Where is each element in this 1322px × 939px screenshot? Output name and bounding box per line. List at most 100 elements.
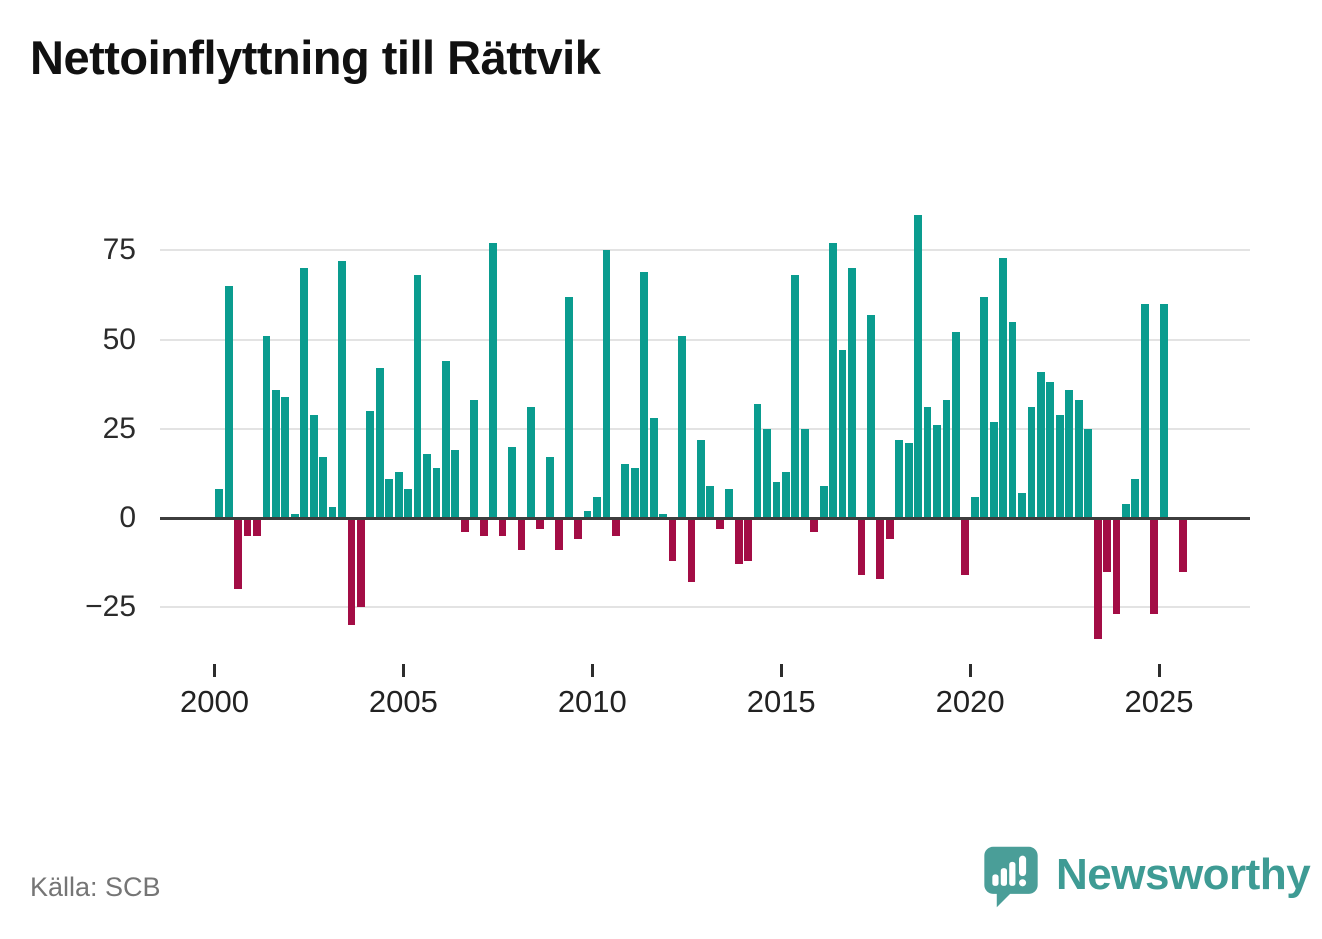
bar-2012-q2	[678, 336, 686, 518]
bar-2003-q2	[338, 261, 346, 518]
bar-2019-q4	[961, 518, 970, 576]
bar-2019-q2	[942, 400, 951, 518]
bar-2018-q3	[914, 214, 923, 518]
x-axis-tick-2005	[401, 664, 405, 677]
x-axis-tick-2010	[590, 664, 594, 677]
bar-2019-q1	[933, 425, 941, 518]
newsworthy-bubble-icon	[984, 846, 1038, 908]
bar-2021-q2	[1018, 493, 1026, 518]
bar-2009-q3	[574, 518, 583, 540]
bar-2023-q4	[1112, 518, 1121, 615]
bar-2017-q4	[885, 518, 894, 540]
bar-2024-q2	[1131, 478, 1140, 518]
bar-2012-q4	[697, 439, 705, 518]
bar-2003-q1	[328, 507, 337, 518]
bar-2005-q1	[404, 489, 413, 518]
x-axis-tick-2025	[1157, 664, 1161, 677]
gridline-75	[160, 249, 1250, 252]
bar-2018-q1	[895, 439, 904, 518]
bar-2012-q1	[668, 518, 677, 561]
bar-2013-q4	[734, 518, 743, 565]
bar-2020-q4	[999, 257, 1008, 518]
x-axis-label-2005: 2005	[368, 684, 438, 719]
y-axis-label-0: 0	[119, 501, 136, 534]
x-axis-label-2020: 2020	[935, 684, 1005, 719]
bar-2018-q2	[904, 443, 913, 518]
bar-2008-q1	[517, 518, 526, 551]
bar-2006-q1	[442, 361, 450, 518]
bar-2021-q4	[1037, 371, 1045, 518]
bar-2024-q3	[1140, 303, 1149, 518]
bar-2018-q4	[923, 407, 932, 518]
bar-2021-q1	[1008, 321, 1017, 518]
bar-2010-q1	[593, 496, 601, 518]
bar-2009-q2	[564, 296, 573, 518]
bar-2021-q3	[1027, 407, 1036, 518]
x-axis-tick-2000	[213, 664, 216, 677]
x-axis-label-2000: 2000	[180, 684, 249, 719]
bar-2022-q2	[1055, 414, 1064, 518]
newsworthy-logo-text: Newsworthy	[1056, 850, 1311, 899]
zero-line	[160, 516, 1250, 520]
source-note: Källa: SCB	[30, 872, 161, 902]
bar-2011-q3	[649, 418, 658, 518]
bar-2017-q2	[867, 314, 875, 518]
bar-2025-q1	[1159, 303, 1168, 518]
bar-2000-q3	[234, 518, 242, 590]
bar-2002-q3	[309, 414, 318, 518]
gridline-25	[160, 427, 1250, 430]
bar-2008-q3	[536, 518, 545, 529]
bar-2014-q4	[772, 482, 781, 518]
bar-2010-q2	[602, 250, 611, 518]
y-axis-label-50: 50	[102, 322, 136, 356]
bar-2020-q2	[980, 296, 989, 518]
page-title: Nettoinflyttning till Rättvik	[30, 31, 601, 84]
bar-2000-q2	[224, 286, 233, 518]
bar-2013-q3	[725, 489, 734, 518]
x-axis-tick-2020	[968, 664, 972, 677]
bar-2009-q1	[555, 518, 564, 551]
bar-2009-q4	[583, 510, 592, 518]
bar-2004-q4	[394, 471, 403, 518]
bar-2007-q3	[498, 518, 507, 536]
bar-2020-q3	[989, 421, 998, 518]
bar-2023-q2	[1093, 518, 1102, 640]
gridline--25	[160, 606, 1250, 609]
gridline-50	[160, 338, 1250, 341]
bar-2023-q1	[1084, 428, 1093, 518]
bar-2004-q1	[366, 410, 375, 518]
bar-2001-q1	[253, 518, 261, 536]
bar-2011-q1	[630, 468, 639, 518]
bar-2001-q3	[271, 389, 280, 518]
bar-2005-q3	[423, 453, 431, 518]
y-axis-label--25: −25	[85, 590, 136, 624]
bar-2013-q2	[715, 518, 724, 529]
bar-2000-q4	[243, 518, 252, 536]
bar-2022-q4	[1074, 400, 1083, 518]
bar-2000-q1	[215, 489, 224, 518]
y-axis-label-75: 75	[102, 233, 136, 267]
bar-2011-q2	[640, 271, 649, 518]
bar-2005-q4	[432, 468, 441, 518]
bar-2008-q4	[545, 457, 554, 518]
bar-2002-q2	[300, 268, 309, 518]
bar-2003-q4	[356, 518, 365, 608]
bar-2001-q4	[281, 396, 290, 518]
bar-2023-q3	[1103, 518, 1111, 572]
bar-2015-q2	[791, 275, 800, 518]
bar-2014-q1	[744, 518, 753, 561]
bar-2022-q1	[1046, 382, 1055, 518]
bar-2016-q4	[848, 268, 856, 518]
bar-2007-q4	[508, 446, 516, 518]
bar-2015-q1	[782, 471, 790, 518]
x-axis-tick-2015	[779, 664, 783, 677]
bar-2010-q3	[612, 518, 620, 536]
bar-2019-q3	[952, 332, 960, 518]
x-axis-label-2010: 2010	[557, 684, 627, 719]
bar-2016-q3	[838, 350, 847, 518]
bar-2011-q4	[659, 514, 668, 518]
bar-2006-q4	[470, 400, 479, 518]
newsworthy-logo: Newsworthy	[982, 845, 1311, 909]
